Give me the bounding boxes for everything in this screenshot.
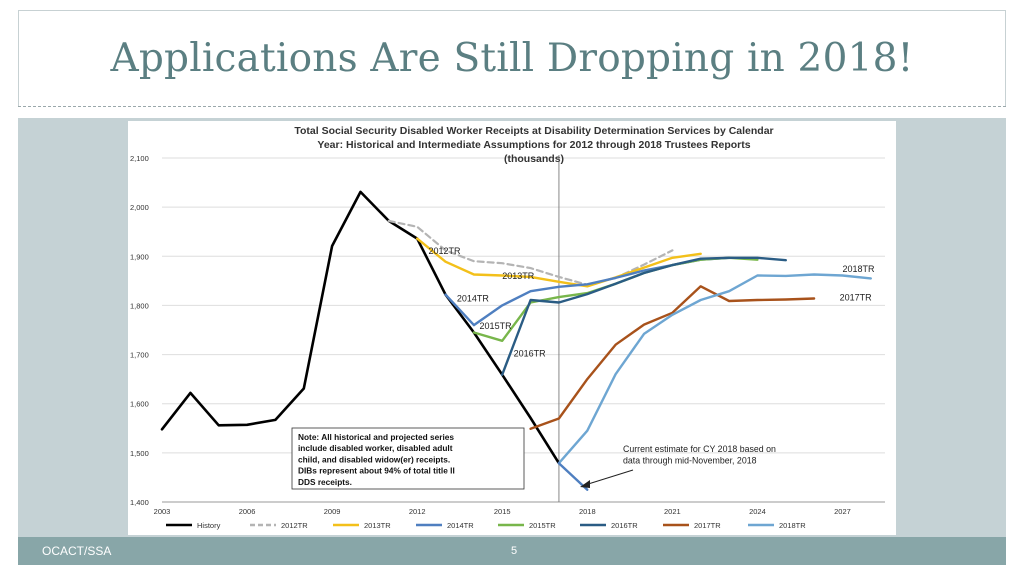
y-tick-label: 1,800 xyxy=(130,301,149,310)
estimate-arrow-line xyxy=(584,469,634,486)
y-tick-label: 1,600 xyxy=(130,400,149,409)
x-tick-label: 2012 xyxy=(409,507,426,516)
series-line-2013tr xyxy=(416,237,702,288)
slide-title: Applications Are Still Dropping in 2018! xyxy=(110,36,914,81)
chart-title-line-3: (thousands) xyxy=(504,153,564,165)
x-tick-label: 2021 xyxy=(664,507,681,516)
series-line-history xyxy=(160,190,561,465)
chart-title-line-2: Year: Historical and Intermediate Assump… xyxy=(317,139,750,151)
estimate-callout: Current estimate for CY 2018 based on dat… xyxy=(580,444,776,488)
note-line: DDS receipts. xyxy=(298,477,352,487)
legend-label: History xyxy=(197,521,221,530)
y-tick-label: 1,700 xyxy=(130,351,149,360)
legend-label: 2015TR xyxy=(529,521,556,530)
legend-label: 2013TR xyxy=(364,521,391,530)
y-axis-ticks: 1,400 1,500 1,600 1,700 1,800 1,900 2,000 2,100 xyxy=(130,154,149,507)
annotation-label: 2012TR xyxy=(429,246,462,256)
note-line: Note: All historical and projected serie… xyxy=(298,432,454,442)
annotation-label: 2015TR xyxy=(480,321,513,331)
legend-label: 2016TR xyxy=(611,521,638,530)
estimate-line: Current estimate for CY 2018 based on xyxy=(623,444,776,454)
x-tick-label: 2024 xyxy=(749,507,766,516)
annotation-label: 2018TR xyxy=(842,264,875,274)
x-tick-label: 2006 xyxy=(239,507,256,516)
series-lines xyxy=(160,190,872,491)
x-tick-label: 2027 xyxy=(834,507,851,516)
slide-frame-right xyxy=(1005,10,1006,106)
slide-frame-left xyxy=(18,10,19,106)
note-line: child, and disabled widow(er) receipts. xyxy=(298,454,450,464)
legend-label: 2014TR xyxy=(447,521,474,530)
x-tick-label: 2009 xyxy=(324,507,341,516)
chart-container: Total Social Security Disabled Worker Re… xyxy=(128,121,896,535)
series-line-2018tr xyxy=(557,273,872,465)
note-line: include disabled worker, disabled adult xyxy=(298,443,453,453)
annotation-label: 2017TR xyxy=(840,293,873,303)
footer-bar xyxy=(18,537,1006,565)
title-divider xyxy=(18,106,1006,107)
annotation-label: 2016TR xyxy=(514,349,547,359)
legend-label: 2012TR xyxy=(281,521,308,530)
x-tick-label: 2015 xyxy=(494,507,511,516)
y-tick-label: 1,500 xyxy=(130,449,149,458)
y-tick-label: 1,900 xyxy=(130,252,149,261)
annotation-label: 2014TR xyxy=(457,293,490,303)
slide-frame-top xyxy=(18,10,1006,11)
legend: History 2012TR 2013TR 2014TR 2015TR 2016TR 201… xyxy=(166,521,806,530)
series-annotations: 2012TR 2013TR 2014TR 2015TR 2016TR 2017TR 2018… xyxy=(429,246,875,359)
disabled-worker-receipts-chart: Total Social Security Disabled Worker Re… xyxy=(130,125,885,530)
footer-organization: OCACT/SSA xyxy=(42,544,112,558)
estimate-line: data through mid-November, 2018 xyxy=(623,456,757,466)
annotation-label: 2013TR xyxy=(502,271,535,281)
legend-label: 2017TR xyxy=(694,521,721,530)
series-line-2014tr xyxy=(444,256,731,327)
x-tick-label: 2003 xyxy=(154,507,171,516)
x-tick-label: 2018 xyxy=(579,507,596,516)
note-box-frame xyxy=(291,427,525,490)
y-tick-label: 2,000 xyxy=(130,203,149,212)
series-line-2017tr xyxy=(529,285,816,430)
series-line-2016tr xyxy=(501,256,787,376)
x-axis-ticks: 2003 2006 2009 2012 2015 2018 2021 2024 2027 xyxy=(154,507,851,516)
y-tick-label: 1,400 xyxy=(130,498,149,507)
estimate-arrow-head xyxy=(580,480,590,488)
note-box: Note: All historical and projected serie… xyxy=(291,427,525,490)
page-number: 5 xyxy=(511,545,518,557)
y-tick-label: 2,100 xyxy=(130,154,149,163)
note-line: DIBs represent about 94% of total title … xyxy=(298,466,455,476)
legend-label: 2018TR xyxy=(779,521,806,530)
chart-title: Total Social Security Disabled Worker Re… xyxy=(294,125,773,165)
chart-title-line-1: Total Social Security Disabled Worker Re… xyxy=(294,125,773,137)
